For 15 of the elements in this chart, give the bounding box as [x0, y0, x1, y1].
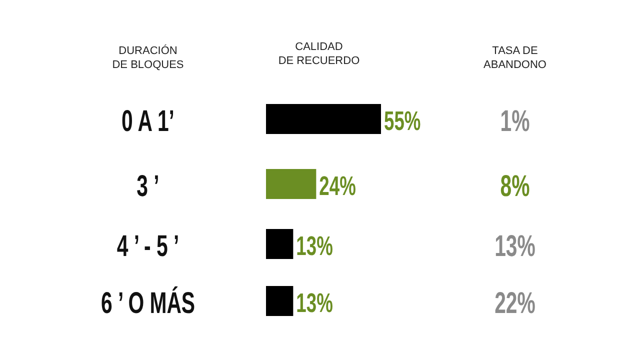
text: 8%: [500, 170, 530, 204]
data-label: 13%: [296, 287, 333, 318]
text: 1%: [500, 105, 530, 138]
y-tick-label: 3 ’: [136, 170, 160, 204]
text: TASA DE ABANDONO: [484, 45, 547, 71]
data-label: 55%: [384, 105, 421, 136]
y-tick-label: 0 A 1’: [122, 105, 174, 138]
y-tick-label: 4 ’ - 5 ’: [116, 230, 180, 264]
text: 22%: [494, 287, 536, 320]
y-axis-title: DURACIÓN DE BLOQUES: [112, 44, 184, 71]
data-label: 24%: [319, 170, 356, 201]
x-axis-title: CALIDAD DE RECUERDO: [278, 41, 360, 67]
y-tick-label: 6 ’ O MÁS: [100, 286, 196, 320]
text: 13%: [494, 230, 536, 264]
data-label: 13%: [296, 230, 333, 261]
